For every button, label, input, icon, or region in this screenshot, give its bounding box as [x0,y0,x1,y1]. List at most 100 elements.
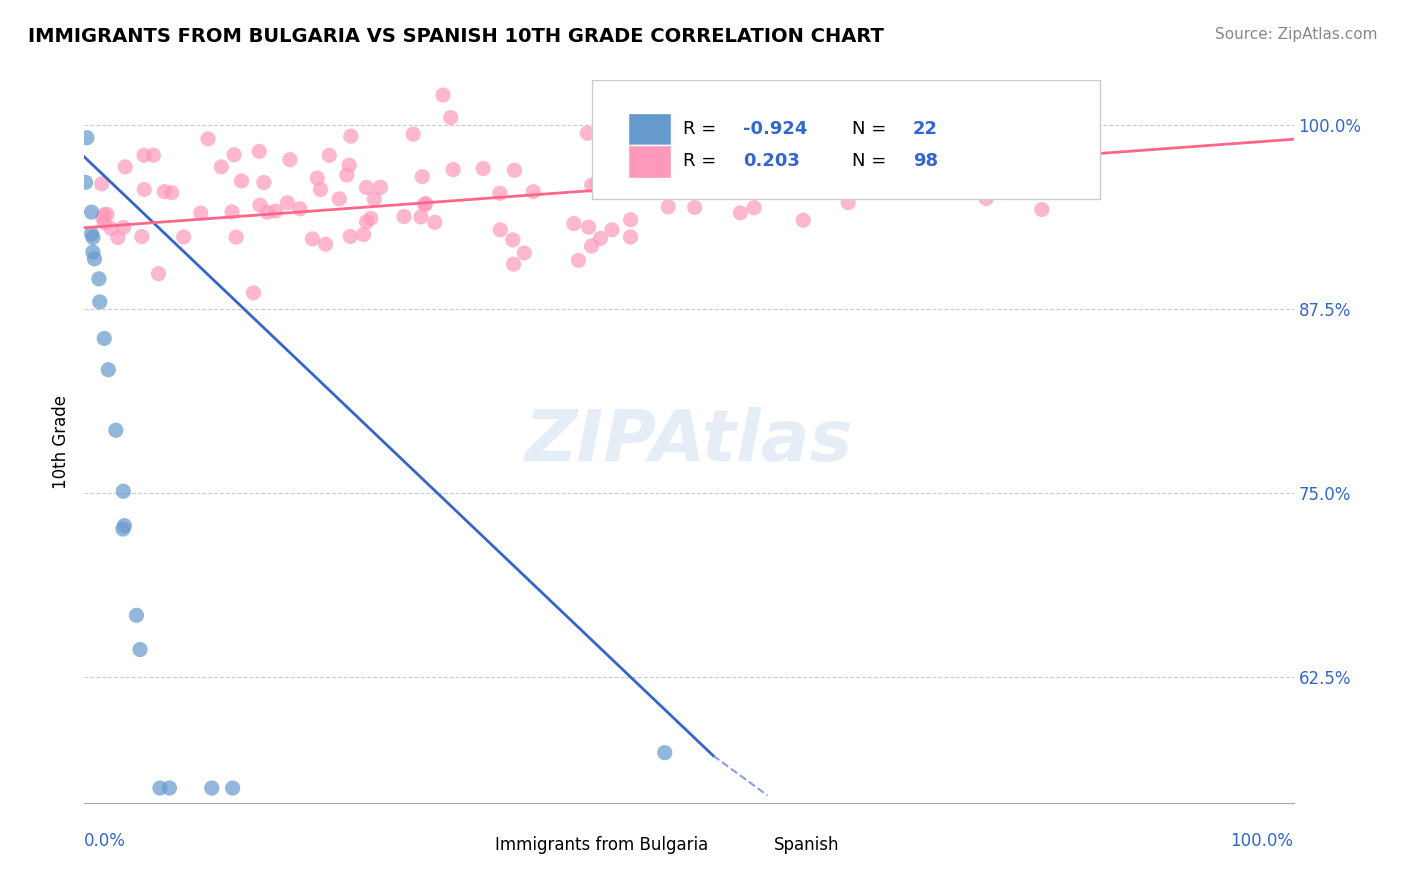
Point [619,230,641,244]
Point [589,231,612,245]
Text: ZIPAtlas: ZIPAtlas [524,407,853,476]
Point [502,233,524,247]
Point [142,148,165,162]
Text: 100.0%: 100.0% [1230,831,1294,850]
Point [654,746,676,760]
Point [432,88,454,103]
Point [104,423,127,437]
Point [586,176,609,190]
Point [567,253,589,268]
Point [370,180,392,194]
Point [360,211,382,226]
Point [129,642,152,657]
Point [441,162,464,177]
Point [278,153,301,167]
Text: -0.924: -0.924 [744,120,807,137]
Point [768,130,790,145]
Point [503,163,526,178]
Y-axis label: 10th Grade: 10th Grade [52,394,70,489]
Point [600,223,623,237]
Point [315,237,337,252]
Point [247,145,270,159]
Point [82,230,104,244]
Point [90,177,112,191]
Point [974,192,997,206]
FancyBboxPatch shape [720,831,762,859]
Point [336,168,359,182]
Point [131,229,153,244]
Text: Source: ZipAtlas.com: Source: ZipAtlas.com [1215,27,1378,42]
Point [837,195,859,210]
Text: Spanish: Spanish [773,837,839,855]
Point [413,197,436,211]
Point [562,217,585,231]
Point [112,518,135,533]
Point [578,220,600,235]
Point [107,230,129,244]
Point [392,210,415,224]
Point [89,294,111,309]
Point [411,169,433,184]
Point [225,230,247,244]
Point [256,205,278,219]
Point [288,202,311,216]
Point [356,180,378,194]
Point [209,160,232,174]
Point [730,206,752,220]
Point [581,178,603,193]
Point [353,227,375,242]
Point [276,195,298,210]
Text: R =: R = [683,153,721,170]
Point [741,174,763,188]
Point [581,239,603,253]
Point [221,205,243,219]
Point [339,229,361,244]
Text: 0.0%: 0.0% [84,831,127,850]
Point [201,780,224,795]
Point [409,210,432,224]
Point [80,227,103,241]
Point [75,175,97,189]
Point [307,171,329,186]
Point [190,206,212,220]
Point [489,186,512,201]
Point [83,252,105,266]
Point [93,216,115,230]
Point [197,132,219,146]
Point [253,176,276,190]
Point [628,171,651,186]
Point [111,522,134,536]
Point [249,198,271,212]
Point [772,178,794,193]
Point [309,183,332,197]
Point [868,181,890,195]
Point [620,212,643,227]
Point [148,267,170,281]
Text: 0.203: 0.203 [744,153,800,170]
Point [264,204,287,219]
Point [112,220,135,235]
Point [340,129,363,144]
Point [423,215,446,229]
Point [657,200,679,214]
Point [100,221,122,235]
Point [742,201,765,215]
Point [159,780,181,795]
Point [125,608,148,623]
Point [1077,101,1099,115]
Point [440,111,463,125]
Text: IMMIGRANTS FROM BULGARIA VS SPANISH 10TH GRADE CORRELATION CHART: IMMIGRANTS FROM BULGARIA VS SPANISH 10TH… [28,27,884,45]
Point [80,205,103,219]
Point [704,159,727,173]
Point [792,213,814,227]
Point [1031,202,1053,217]
Point [112,484,135,499]
Point [82,244,104,259]
Point [415,196,437,211]
Text: Immigrants from Bulgaria: Immigrants from Bulgaria [495,837,709,855]
Text: R =: R = [683,120,721,137]
Point [472,161,495,176]
Text: 22: 22 [912,120,938,137]
Point [402,127,425,141]
Text: N =: N = [852,120,893,137]
